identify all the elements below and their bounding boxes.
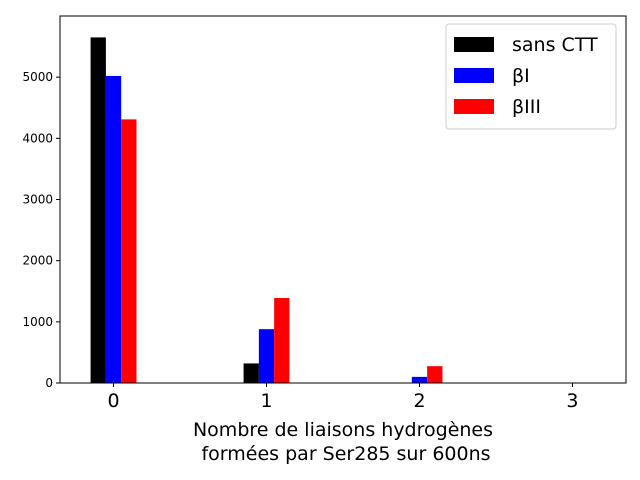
bars-group (90, 37, 443, 384)
legend-swatch (454, 99, 494, 114)
legend-label: βIII (512, 96, 541, 118)
y-axis: 0 1000 2000 3000 4000 5000 (22, 70, 60, 390)
x-axis: 0 1 2 3 (107, 383, 579, 412)
x-tick-label: 1 (260, 390, 272, 412)
legend-label: sans CTT (512, 34, 598, 56)
x-tick-label: 2 (413, 390, 425, 412)
y-tick-label: 0 (45, 376, 53, 390)
bar-βiii-0 (121, 119, 137, 384)
y-tick-label: 1000 (22, 315, 53, 329)
y-tick-label: 2000 (22, 254, 53, 268)
legend-swatch (454, 68, 494, 83)
bar-βi-2 (411, 376, 428, 383)
y-tick-label: 5000 (22, 70, 53, 84)
legend: sans CTT βI βIII (445, 23, 617, 130)
y-tick-label: 3000 (22, 193, 53, 207)
bar-βiii-2 (427, 366, 443, 383)
x-tick-label: 0 (107, 390, 119, 412)
legend-swatch (454, 37, 494, 52)
bar-βi-0 (105, 75, 122, 383)
bar-βi-1 (258, 329, 275, 383)
bar-sans-ctt-0 (90, 37, 106, 383)
bar-sans-ctt-1 (243, 363, 259, 383)
bar-βiii-1 (274, 297, 290, 383)
x-tick-label: 3 (566, 390, 578, 412)
x-axis-label: Nombre de liaisons hydrogènes formées pa… (193, 419, 493, 465)
y-tick-label: 4000 (22, 131, 53, 145)
legend-label: βI (512, 65, 530, 87)
